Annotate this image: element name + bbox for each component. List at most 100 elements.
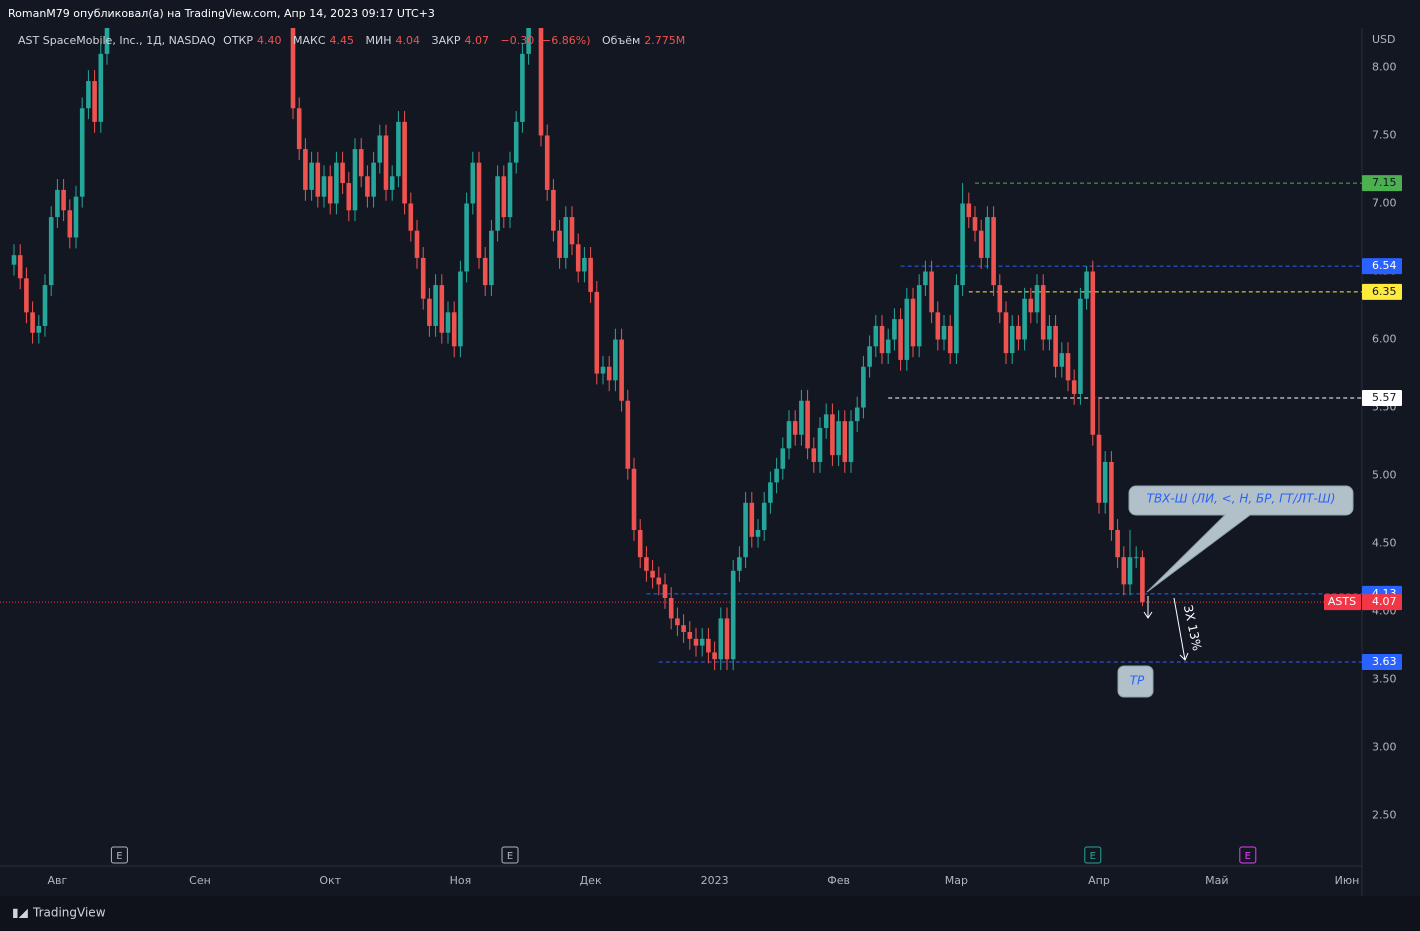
candle-body (1115, 529, 1120, 558)
y-tick-label: 8.00 (1372, 60, 1397, 73)
candle-body (408, 203, 414, 231)
candle-body (544, 135, 550, 190)
y-tick-label: 7.00 (1372, 196, 1397, 209)
candle-body (458, 271, 463, 347)
candle-body (476, 162, 482, 258)
event-box (501, 846, 519, 864)
level-badge (1362, 258, 1402, 275)
candle-body (42, 285, 48, 326)
x-tick-label: Май (1205, 874, 1228, 887)
currency: USD (1372, 33, 1396, 46)
legend-label: ЗАКР (431, 34, 461, 47)
candle-body (935, 312, 941, 340)
candle-body (737, 557, 742, 571)
candle-body (1096, 434, 1102, 503)
symbol-label: ASTS (1328, 595, 1356, 608)
candle-body (923, 271, 928, 286)
legend-value: 4.07 (464, 34, 490, 47)
candle-body (73, 196, 79, 238)
candle-body (1084, 271, 1089, 299)
candle-body (575, 244, 581, 272)
candle-body (55, 189, 60, 218)
event-label: E (1090, 851, 1096, 862)
candle-body (377, 135, 383, 163)
candle-body (817, 427, 823, 462)
candle-body (439, 285, 445, 333)
candle-body (613, 339, 618, 381)
event-box (1084, 846, 1102, 864)
candle-body (482, 257, 488, 286)
legend-title: AST SpaceMobile, Inc., 1Д, NASDAQ (18, 34, 216, 47)
candle-body (805, 400, 810, 449)
candle-body (303, 149, 308, 190)
candle-body (1065, 353, 1071, 381)
candle-body (414, 230, 420, 258)
legend-change: −0.30 (−6.86%) (500, 34, 591, 47)
candle-body (594, 291, 600, 374)
candle-body (687, 632, 693, 639)
candle-body (811, 448, 817, 462)
candle-body (916, 285, 922, 347)
candle-body (445, 312, 451, 333)
candle-body (985, 217, 990, 258)
x-tick-label: Окт (319, 874, 341, 887)
level-label: 6.35 (1372, 285, 1397, 298)
candle-body (693, 638, 699, 646)
y-tick-label: 5.00 (1372, 469, 1397, 482)
event-box (1239, 846, 1257, 864)
candle-body (724, 618, 730, 660)
legend-value: 4.04 (395, 34, 421, 47)
callout-shape (1128, 485, 1354, 593)
level-badge (1362, 283, 1402, 300)
candle-body (1133, 557, 1139, 559)
candle-body (1109, 461, 1114, 530)
candle-body (830, 414, 835, 456)
candle-body (637, 529, 643, 558)
candle-body (334, 162, 339, 204)
candle-body (1102, 461, 1108, 503)
candle-body (792, 421, 798, 435)
candle-body (309, 162, 314, 190)
candle-body (1059, 353, 1065, 367)
candle-body (1047, 325, 1052, 340)
event-label: E (1245, 851, 1251, 862)
candle-body (625, 400, 631, 469)
candle-body (420, 257, 426, 299)
candle-body (873, 325, 879, 347)
candle-body (978, 230, 984, 258)
axes: 2.503.003.504.004.505.005.506.006.507.00… (48, 60, 1402, 887)
candle-body (606, 366, 612, 381)
candle-body (910, 298, 916, 347)
candle-body (513, 121, 519, 163)
x-tick-label: Фев (827, 874, 850, 887)
x-tick-label: Дек (580, 874, 602, 887)
candle-body (867, 346, 872, 367)
legend-value: 4.40 (257, 34, 282, 47)
candle-body (706, 638, 711, 653)
candle-body (352, 149, 358, 211)
level-badge (1362, 390, 1402, 407)
y-tick-label: 4.50 (1372, 537, 1397, 550)
legend-label: Объём (602, 34, 641, 47)
candle-body (30, 312, 35, 333)
candle-body (799, 400, 804, 435)
candle-body (699, 638, 705, 646)
candle-body (656, 577, 662, 585)
candle-body (358, 149, 364, 177)
candle-body (644, 557, 649, 571)
footer-bar (0, 896, 1420, 931)
candle-body (718, 618, 724, 660)
candle-body (631, 468, 637, 530)
candle-body (1127, 557, 1133, 585)
candle-body (98, 53, 104, 122)
candle-body (681, 625, 686, 633)
arrow-target (1173, 597, 1189, 661)
candle-body (966, 203, 972, 218)
x-tick-label: Апр (1088, 874, 1110, 887)
candle-body (383, 135, 389, 190)
candle-body (569, 217, 575, 245)
level-label: 5.57 (1372, 391, 1397, 404)
legend-value: 4.45 (329, 34, 355, 47)
